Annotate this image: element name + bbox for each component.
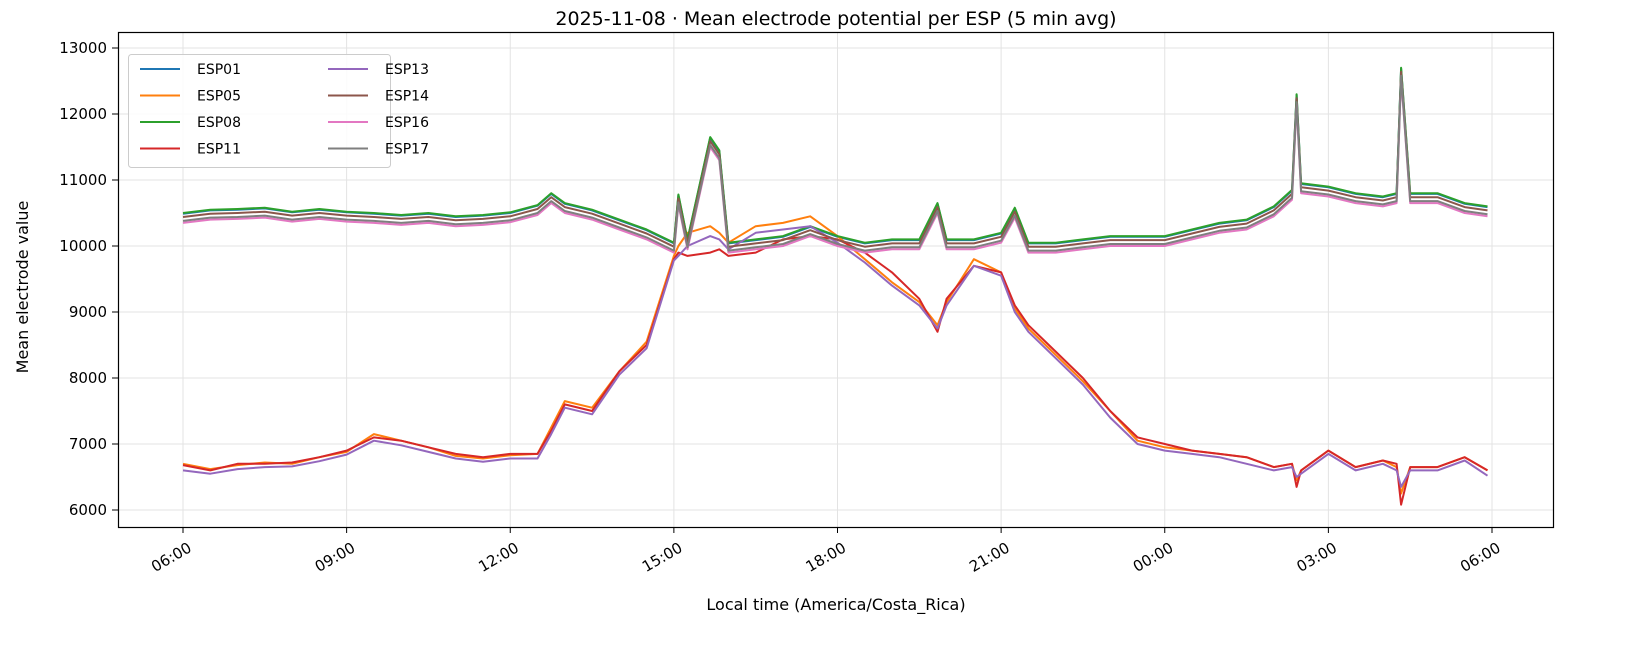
y-tick-label: 12000 [59,105,107,123]
y-tick-label: 10000 [59,237,107,255]
y-tick-label: 8000 [69,369,107,387]
chart-title: 2025-11-08 · Mean electrode potential pe… [555,8,1116,30]
plot-frame [117,31,1555,529]
legend-item-esp05: ESP05 [140,89,241,105]
legend-label: ESP14 [385,89,429,105]
legend-label: ESP05 [197,89,241,105]
legend-item-esp11: ESP11 [140,142,241,158]
legend-item-esp08: ESP08 [140,115,241,131]
legend: ESP01 ESP05 ESP08 ESP11 ESP13 ESP14 ESP16 ESP17 [128,54,429,168]
legend-item-esp16: ESP16 [328,115,429,131]
y-tick-label: 11000 [59,171,107,189]
legend-box [128,54,391,168]
legend-item-esp01: ESP01 [140,62,241,78]
y-axis-label: Mean electrode value [13,201,32,374]
legend-label: ESP16 [385,115,429,131]
legend-label: ESP08 [197,115,241,131]
series-lines [182,66,1489,506]
y-tick-label: 6000 [69,501,107,519]
series-line-esp13 [182,225,1489,488]
y-tick-label: 9000 [69,303,107,321]
y-tick-label: 7000 [69,435,107,453]
legend-label: ESP01 [197,62,241,78]
legend-label: ESP17 [385,142,429,158]
series-line-esp17 [182,74,1488,252]
y-axis: 6000 7000 8000 9000 10000 11000 12000 13000 [59,39,118,519]
x-axis-label: Local time (America/Costa_Rica) [706,595,965,615]
legend-item-esp13: ESP13 [328,62,429,78]
legend-label: ESP11 [197,142,241,158]
y-tick-label: 13000 [59,39,107,57]
legend-label: ESP13 [385,62,429,78]
legend-item-esp17: ESP17 [328,142,429,158]
legend-item-esp14: ESP14 [328,89,429,105]
